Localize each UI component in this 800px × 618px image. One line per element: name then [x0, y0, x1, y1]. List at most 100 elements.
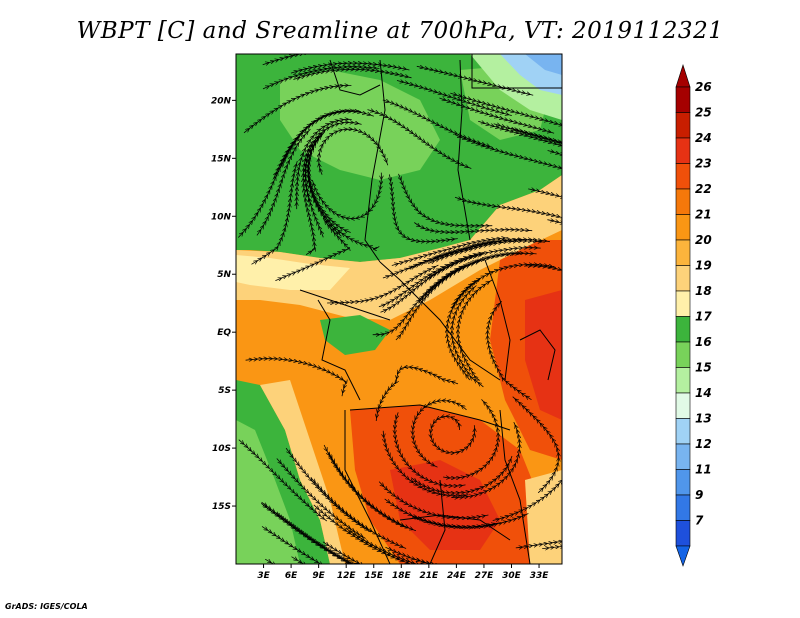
lon-tick-label: 27E: [475, 571, 495, 581]
colorbar-label: 17: [695, 310, 712, 324]
colorbar-swatch: [675, 112, 691, 139]
streamline: [547, 220, 562, 263]
colorbar-label: 14: [695, 386, 712, 400]
lon-tick-label: 24E: [447, 571, 467, 581]
colorbar: 26 25 24 23 22 21 20 19 18 17 16 15 14 13 12 11 9 7: [675, 64, 712, 567]
colorbar-label: 16: [695, 335, 712, 349]
streamline: [367, 110, 472, 169]
border-line: [484, 259, 511, 381]
border-line: [349, 404, 511, 431]
lat-tick-label: 5N: [217, 270, 231, 280]
colorbar-label: 20: [695, 233, 712, 247]
streamline: [291, 556, 400, 564]
lon-tick-label: 18E: [392, 571, 412, 581]
colorbar-swatch: [675, 418, 691, 445]
lat-tick-label: EQ: [217, 328, 231, 338]
streamline: [547, 151, 562, 192]
border-line: [399, 514, 511, 541]
colorbar-label: 26: [695, 80, 712, 94]
streamline: [245, 359, 346, 397]
wbpt-field-green-eq: [320, 315, 390, 355]
colorbar-label: 15: [695, 361, 712, 375]
colorbar-top-arrow: [675, 64, 691, 88]
colorbar-swatch: [675, 341, 691, 368]
colorbar-label: 18: [695, 284, 712, 298]
latitude-axis: 20N 15N 10N 5N EQ 5S 10S 15S: [211, 96, 236, 512]
border-line: [317, 299, 361, 401]
wbpt-field-yellow-se: [525, 470, 562, 564]
colorbar-swatch: [675, 86, 691, 113]
streamline: [492, 445, 562, 520]
colorbar-swatch: [675, 163, 691, 190]
colorbar-label: 19: [695, 259, 712, 273]
colorbar-label: 22: [695, 182, 712, 196]
colorbar-swatch: [675, 316, 691, 343]
colorbar-swatch: [675, 443, 691, 470]
colorbar-swatch: [675, 469, 691, 496]
map-title: WBPT [C] and Sreamline at 700hPa, VT: 20…: [76, 18, 724, 44]
border-line: [457, 59, 471, 241]
streamline: [327, 264, 439, 303]
lat-tick-label: 15N: [211, 154, 232, 164]
lat-tick-label: 15S: [212, 502, 231, 512]
lat-tick-label: 20N: [211, 96, 232, 106]
border-line: [344, 410, 391, 564]
streamline: [443, 399, 498, 478]
colorbar-swatch: [675, 214, 691, 241]
border-line: [379, 261, 501, 381]
streamline: [297, 119, 352, 210]
colorbar-swatch: [675, 239, 691, 266]
lon-tick-label: 30E: [502, 571, 522, 581]
border-line: [329, 59, 381, 96]
streamline: [528, 189, 562, 228]
lat-tick-label: 10N: [211, 212, 232, 222]
colorbar-swatch: [675, 290, 691, 317]
longitude-axis: 3E 6E 9E 12E 15E 18E 21E 24E 27E 30E 33E: [257, 564, 549, 581]
border-line: [499, 409, 531, 564]
colorbar-label: 25: [695, 106, 712, 120]
colorbar-label: 11: [695, 463, 712, 477]
streamline: [408, 240, 524, 269]
border-line: [429, 479, 446, 564]
lon-tick-label: 33E: [530, 571, 550, 581]
border-line: [299, 289, 391, 321]
colorbar-swatch: [675, 188, 691, 215]
streamline: [488, 301, 532, 401]
colorbar-label: 21: [695, 208, 712, 222]
colorbar-swatch: [675, 367, 691, 394]
colorbar-swatch: [675, 520, 691, 547]
streamline: [395, 412, 466, 486]
streamline: [385, 547, 501, 564]
map-panel: [236, 54, 562, 564]
colorbar-label: 24: [695, 131, 712, 145]
colorbar-label: 9: [695, 488, 703, 502]
streamline: [524, 266, 562, 311]
grads-credit: GrADS: IGES/COLA: [5, 602, 88, 611]
streamline: [289, 54, 409, 55]
lon-tick-label: 21E: [420, 571, 440, 581]
colorbar-label: 23: [695, 157, 712, 171]
streamline: [308, 166, 380, 249]
map-frame: [235, 53, 563, 565]
colorbar-swatch: [675, 137, 691, 164]
border-line: [519, 329, 556, 381]
streamline: [274, 512, 377, 564]
streamline: [262, 67, 380, 89]
lon-tick-label: 6E: [285, 571, 298, 581]
wbpt-field-red-east-core: [525, 290, 562, 420]
lat-tick-label: 5S: [218, 386, 231, 396]
border-line: [364, 59, 386, 263]
colorbar-label: 12: [695, 437, 712, 451]
lat-tick-label: 10S: [212, 444, 231, 454]
colorbar-label: 7: [695, 514, 704, 528]
streamlines: [238, 54, 562, 564]
lon-tick-label: 15E: [364, 571, 384, 581]
colorbar-swatch: [675, 392, 691, 419]
lon-tick-label: 9E: [312, 571, 325, 581]
wbpt-field-blue-ne-2: [525, 54, 562, 75]
streamline: [262, 54, 381, 64]
colorbar-bottom-arrow: [675, 545, 691, 567]
border-line: [471, 54, 562, 89]
colorbar-swatch: [675, 494, 691, 521]
